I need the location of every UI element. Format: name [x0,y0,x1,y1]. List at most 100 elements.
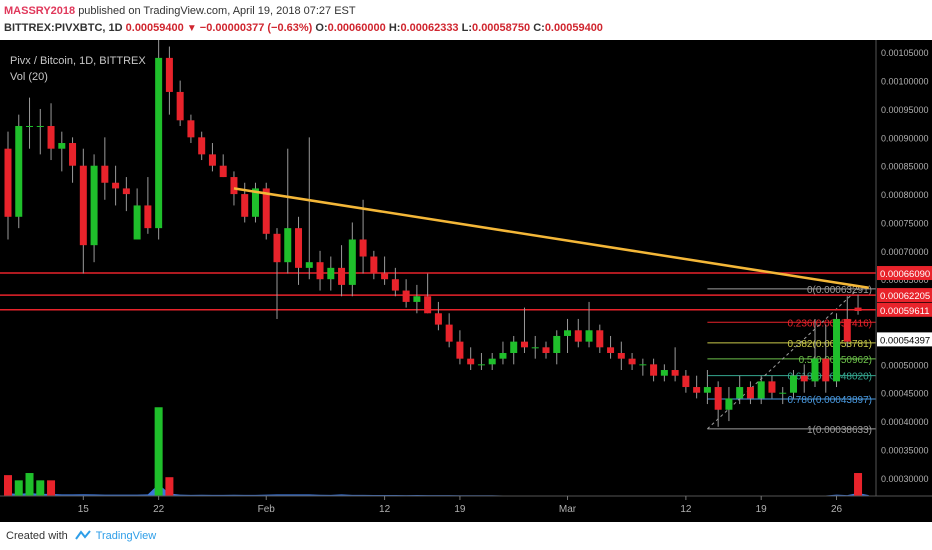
candle-body [90,165,98,246]
candle-body [768,381,776,393]
candle-body [822,358,830,382]
candle-body [165,57,173,92]
candle-body [779,392,787,394]
candle-body [499,352,507,359]
candle-body [800,375,808,382]
price-label-box [877,288,932,303]
candle-body [69,143,77,166]
candle-body [316,262,324,280]
fib-level-label: 0(0.00063291) [807,285,872,296]
trendline[interactable] [233,187,869,289]
price-label-box [877,302,932,317]
time-tick-label: 26 [831,504,843,515]
candle-body [811,358,819,382]
fib-level-label: 0.382(0.00053781) [787,339,872,350]
candle-body [520,341,528,348]
candle-body [477,364,485,366]
time-axis-background[interactable] [0,496,932,522]
candle-body [295,228,303,268]
price-chart[interactable]: 0(0.00063291) 0.236(0.00057416) 0.382(0.00… [0,40,932,522]
down-arrow-icon: ▼ [186,23,197,34]
price-tick-label: 0.00095000 [881,105,929,115]
candle-body [359,239,367,257]
price-tick-label: 0.00080000 [881,190,929,200]
ohlc-line: BITTREX:PIVXBTC, 1D 0.00059400 ▼ −0.0000… [4,22,603,34]
candle-body [144,205,152,229]
price-tick-label: 0.00045000 [881,389,929,399]
volume-bar [25,473,34,496]
candle-body [564,330,572,336]
candle-body [338,267,346,285]
candle-body [381,273,389,280]
candle-body [714,387,722,410]
candle-body [327,267,335,280]
price-tick-label: 0.00075000 [881,218,929,228]
candle-body [833,318,841,382]
candle-body [703,387,711,393]
candle-body [424,296,432,314]
trendline-layer[interactable] [233,187,869,289]
candle-body [79,165,87,246]
price-labels: 0.00066090 0.00062205 0.00059611 0.00054397 [877,266,932,347]
candle-body [725,398,733,410]
volume-bar [165,477,174,496]
candle-body [348,239,356,285]
price-label-text: 0.00059611 [880,306,930,317]
candle-body [133,205,141,240]
low-label: L: [461,22,473,34]
price-tick-label: 0.00030000 [881,474,929,484]
candle-body [241,194,249,217]
low-value: 0.00058750 [472,22,531,34]
candle-body [273,233,281,263]
price-tick-label: 0.00085000 [881,162,929,172]
close-value: 0.00059400 [544,22,603,34]
published-text: published on TradingView.com, April 19, … [78,5,356,17]
candle-body [607,347,615,353]
price-tick-label: 0.00065000 [881,275,929,285]
fib-level-label: 0.236(0.00057416) [787,318,872,329]
candle-body [58,143,66,149]
fib-level-label: 0.618(0.00048020) [787,372,872,383]
price-tick-label: 0.00100000 [881,77,929,87]
volume-bar [14,480,23,496]
price-label-box [877,332,932,347]
candle-body [746,387,754,399]
chart-legend-title: Pivx / Bitcoin, 1D, BITTREX [10,55,146,67]
time-axis[interactable]: 15 22 Feb 12 19 Mar 12 19 26 [78,496,843,515]
candle-body [488,358,496,365]
volume-legend: Vol (20) [10,71,48,83]
open-label: O: [315,22,328,34]
candle-body [155,57,163,229]
fib-level-label: 1(0.00038633) [807,425,872,436]
candle-body [854,307,862,311]
candle-body [736,387,744,399]
candle-body [176,91,184,121]
high-label: H: [388,22,401,34]
open-value: 0.00060000 [327,22,386,34]
time-tick-label: 12 [379,504,391,515]
price-tick-label: 0.00040000 [881,417,929,427]
candle-body [101,165,109,183]
created-with: Created with TradingView [6,529,156,542]
chart-header: MASSRY2018 published on TradingView.com,… [0,0,932,40]
candle-body [596,330,604,348]
candle-body [445,324,453,342]
fib-level-label: 0.786(0.00043897) [787,395,872,406]
time-tick-label: Mar [559,504,577,515]
tradingview-link[interactable]: TradingView [95,530,157,542]
candle-body [391,279,399,291]
publish-line: MASSRY2018 published on TradingView.com,… [4,5,356,17]
candle-body [843,318,851,342]
candle-body [553,335,561,353]
candle-body [198,137,206,155]
high-value: 0.00062333 [400,22,459,34]
last-price: 0.00059400 [125,22,184,34]
candle-body [251,188,259,217]
candle-body [693,387,701,393]
price-label-text: 0.00054397 [880,335,930,346]
candle-body [305,262,313,268]
candle-body [650,364,658,376]
candle-body [531,347,539,349]
author-name[interactable]: MASSRY2018 [4,5,76,17]
candle-body [208,154,216,166]
